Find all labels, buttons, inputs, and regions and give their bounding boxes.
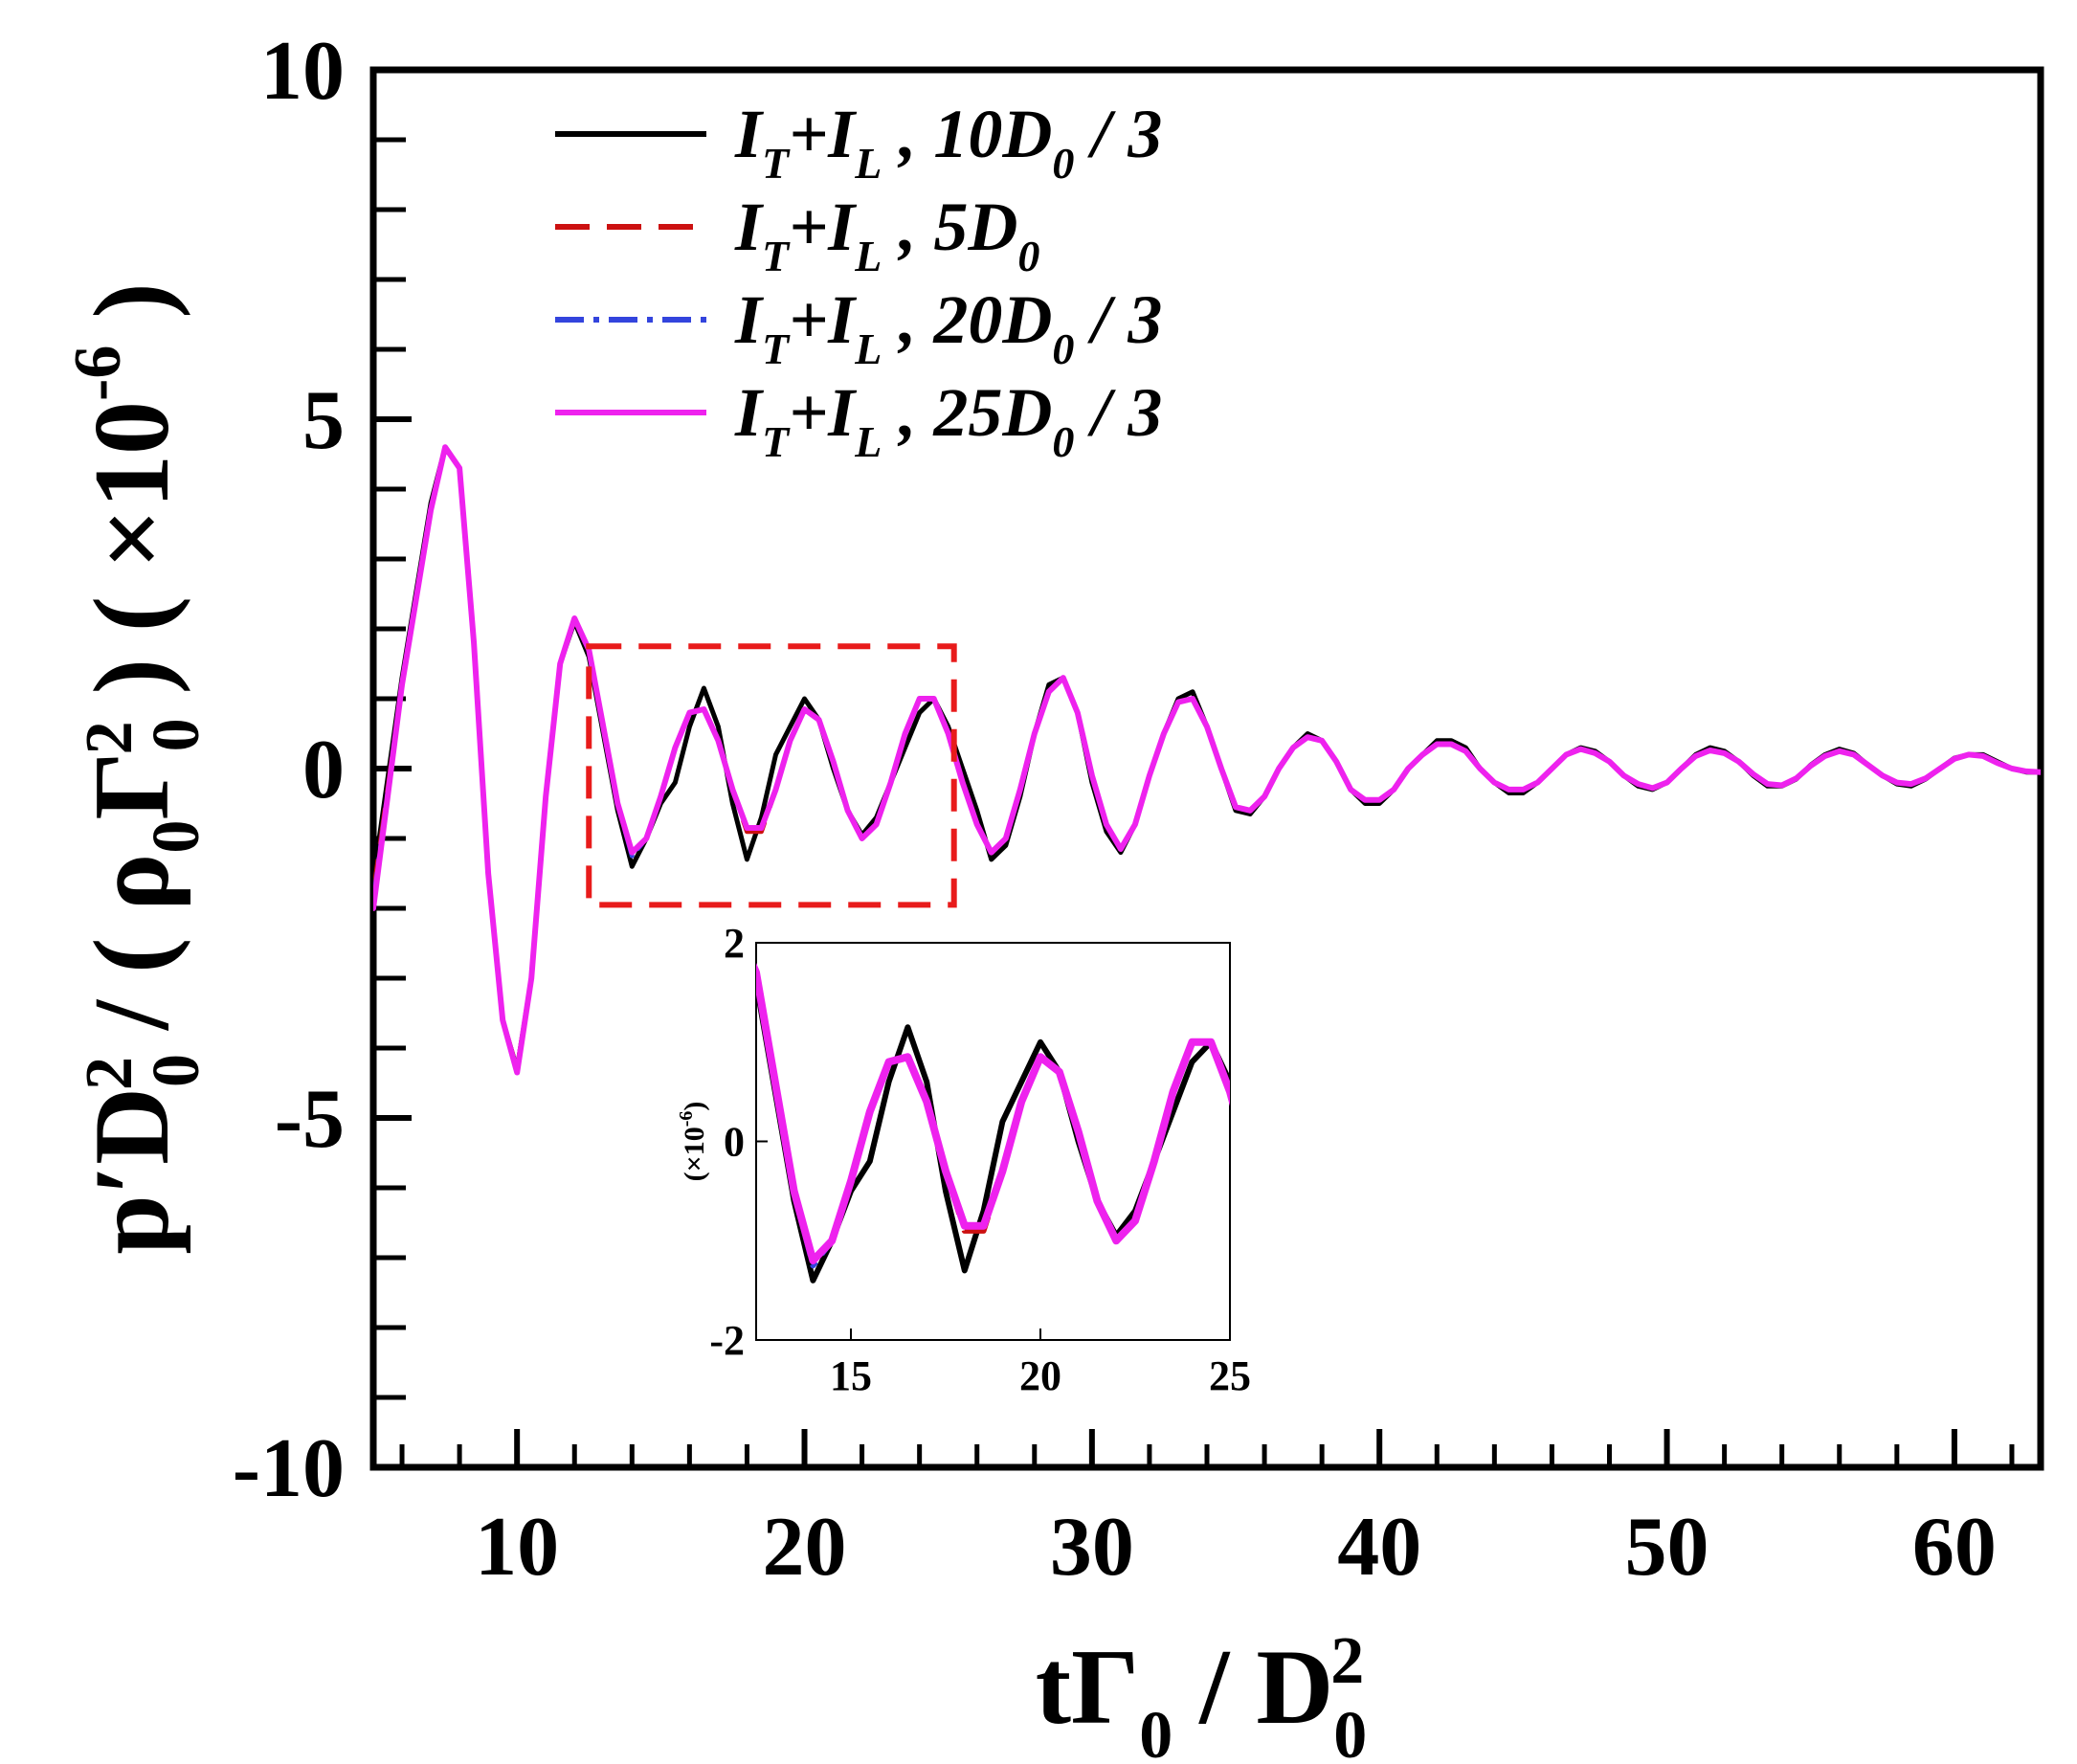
legend-text-part: L — [854, 232, 882, 280]
x-tick-label: 40 — [1337, 1501, 1421, 1594]
inset-series-line-4 — [756, 962, 1230, 1264]
legend-text-part: T — [762, 232, 791, 280]
legend-text-part: + — [789, 374, 828, 451]
x-axis-title: tΓ0 / D02 — [1036, 1624, 1368, 1764]
inset-x-tick-label: 15 — [830, 1352, 872, 1399]
legend-text-part: 0 — [1052, 417, 1074, 466]
legend-text-part: T — [762, 139, 791, 188]
x-title-part: 0 — [1333, 1699, 1367, 1764]
inset-series-line-1 — [756, 974, 1230, 1284]
x-tick-label: 10 — [475, 1501, 559, 1594]
y-title-part: ) — [73, 282, 191, 345]
legend-text-part: I — [827, 189, 858, 265]
legend-text-part: + — [789, 189, 828, 265]
inset-ylabel-suffix: ) — [679, 1102, 710, 1111]
legend-label-3: IT+IL , 20D0 / 3 — [734, 281, 1162, 373]
legend-text-part: 0 — [1052, 139, 1074, 188]
inset-x-tick-label: 20 — [1019, 1352, 1061, 1399]
main-series-lines — [373, 444, 2041, 1076]
y-title-part: 0 — [140, 820, 213, 854]
legend-label-2: IT+IL , 5D0 — [734, 189, 1039, 280]
y-title-part: 2 — [73, 1057, 146, 1090]
inset-x-tick-label: 25 — [1209, 1352, 1251, 1399]
inset-ylabel-exp: -6 — [676, 1111, 697, 1128]
legend-text-part: + — [789, 96, 828, 172]
x-title-part: 0 — [1139, 1699, 1172, 1764]
x-tick-label: 60 — [1912, 1501, 1997, 1594]
legend-text-part: I — [734, 96, 765, 172]
y-tick-label: 5 — [302, 374, 345, 467]
legend-text-part: 0 — [1052, 324, 1074, 373]
legend-text-part: L — [854, 324, 882, 373]
legend-text-part: I — [734, 281, 765, 358]
x-title-part: t — [1036, 1628, 1071, 1747]
x-title-part: Γ — [1071, 1628, 1139, 1747]
y-title-part: 0 — [140, 718, 213, 751]
y-title-part: / ( — [73, 911, 191, 1057]
inset-ylabel-prefix: (×10 — [679, 1127, 710, 1181]
y-tick-label: -10 — [233, 1422, 345, 1515]
x-tick-label: 20 — [763, 1501, 847, 1594]
x-tick-label: 50 — [1625, 1501, 1709, 1594]
y-axis-title: p′D02 / ( ρ0Γ02 ) ( ×10-6 ) — [61, 282, 213, 1254]
y-title-part: ) ( ×10 — [73, 401, 191, 721]
x-title-part: 2 — [1330, 1624, 1364, 1698]
legend-text-part: L — [854, 417, 882, 466]
y-title-part: 0 — [140, 1054, 213, 1087]
y-tick-label: -5 — [275, 1073, 345, 1166]
legend-text-part: I — [734, 189, 765, 265]
y-title-part: D — [73, 1087, 191, 1165]
y-title-part: ρ — [73, 854, 191, 911]
legend-text-part: , 25D — [882, 374, 1052, 451]
legend-text-part: T — [762, 417, 791, 466]
legend-label-4: IT+IL , 25D0 / 3 — [734, 374, 1162, 466]
inset-series-lines — [756, 962, 1230, 1284]
legend-text-part: I — [827, 96, 858, 172]
legend-text-part: / 3 — [1074, 96, 1162, 172]
legend-text-part: + — [789, 281, 828, 358]
zoom-box — [586, 643, 957, 908]
inset-y-tick-label: 2 — [724, 920, 745, 967]
y-title-part: ′ — [73, 1165, 191, 1195]
y-tick-label: 0 — [302, 724, 345, 816]
legend-text-part: I — [827, 281, 858, 358]
y-title-part: -6 — [61, 346, 135, 401]
zoom-box-rect — [586, 643, 957, 908]
inset-y-axis-label: (×10-6) — [676, 1102, 710, 1182]
legend-text-part: T — [762, 324, 791, 373]
legend-text-part: , 20D — [882, 281, 1052, 358]
legend-text-part: 0 — [1017, 232, 1039, 280]
inset-y-tick-label: -2 — [709, 1317, 745, 1364]
inset-chart: 15 20 25 -2 0 2 (×10-6) — [676, 920, 1251, 1399]
y-title-part: p — [73, 1195, 191, 1254]
legend-text-part: , 5D — [882, 189, 1017, 265]
legend-text-part: I — [827, 374, 858, 451]
series-line-4 — [373, 444, 2041, 1076]
y-title-part: Γ — [73, 751, 191, 819]
legend-text-part: I — [734, 374, 765, 451]
x-tick-label: 30 — [1050, 1501, 1134, 1594]
legend-text-part: L — [854, 139, 882, 188]
legend-text-part: / 3 — [1074, 374, 1162, 451]
x-title-part: D — [1256, 1628, 1333, 1747]
legend-text-part: / 3 — [1074, 281, 1162, 358]
inset-y-tick-label: 0 — [724, 1119, 745, 1166]
y-tick-label: 10 — [260, 25, 345, 118]
y-title-part: 2 — [73, 721, 146, 754]
legend-label-1: IT+IL , 10D0 / 3 — [734, 96, 1162, 188]
x-title-part: / — [1172, 1628, 1256, 1747]
legend-text-part: , 10D — [882, 96, 1052, 172]
